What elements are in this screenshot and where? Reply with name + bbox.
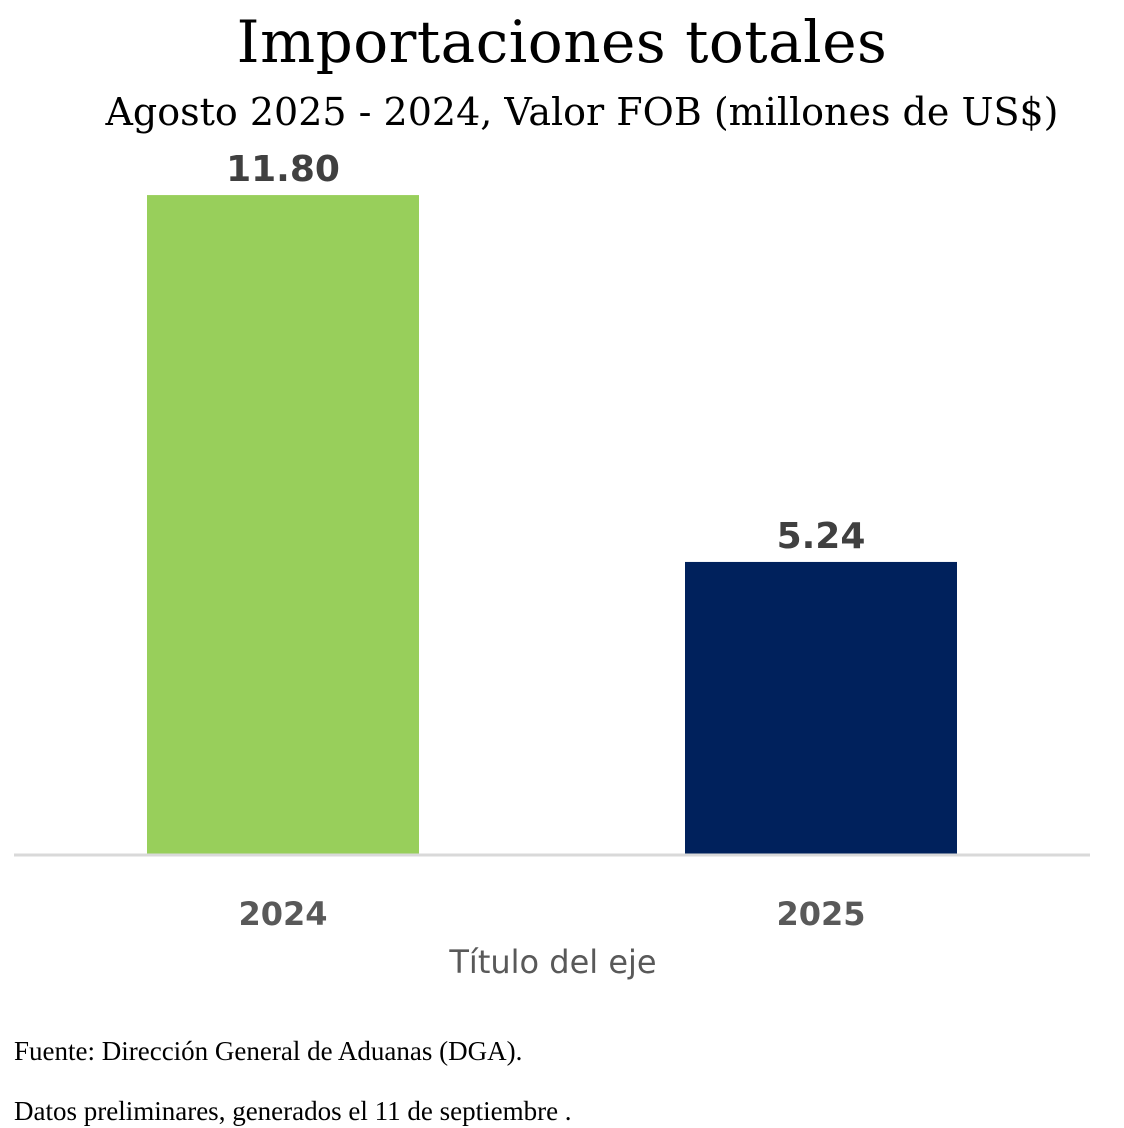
bar-chart: 11.80 5.24 2024 2025 [14, 149, 1090, 933]
x-tick-labels-layer: 2024 2025 [238, 895, 865, 933]
preliminary-note: Datos preliminares, generados el 11 de s… [14, 1096, 572, 1126]
chart-title: Importaciones totales [236, 8, 888, 76]
x-tick-label-2024: 2024 [238, 895, 327, 933]
bar-2025 [685, 561, 957, 855]
data-labels-layer: 11.80 5.24 [226, 149, 865, 557]
bars-layer [147, 195, 957, 855]
x-axis-title: Título del eje [449, 943, 657, 981]
bar-2024 [147, 195, 419, 855]
data-label-2025: 5.24 [777, 516, 866, 557]
source-note: Fuente: Dirección General de Aduanas (DG… [14, 1036, 523, 1066]
x-tick-label-2025: 2025 [776, 895, 865, 933]
data-label-2024: 11.80 [226, 149, 340, 190]
chart-subtitle: Agosto 2025 - 2024, Valor FOB (millones … [105, 90, 1059, 134]
